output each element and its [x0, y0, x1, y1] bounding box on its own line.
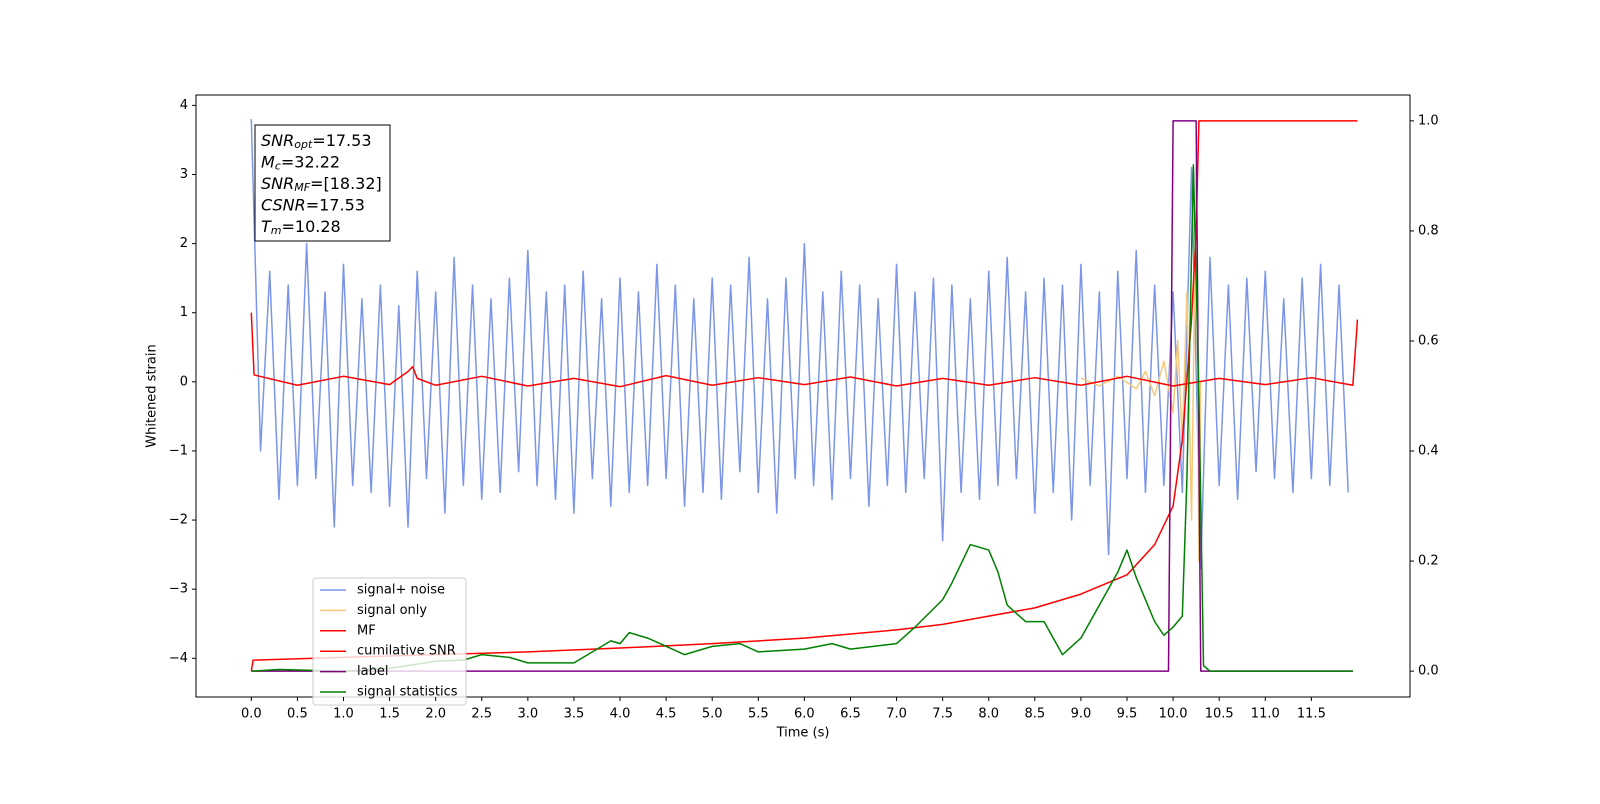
series-line — [251, 164, 1353, 672]
x-tick-label: 1.5 — [379, 707, 400, 722]
annotation-symbol: M — [261, 152, 275, 171]
x-tick-label: 9.0 — [1071, 707, 1092, 722]
annotation-subscript: m — [271, 224, 282, 237]
x-tick-label: 5.5 — [748, 707, 769, 722]
y-tick-label: 3 — [180, 167, 188, 182]
x-tick-label: 4.5 — [656, 707, 677, 722]
annotation-value: =[18.32] — [310, 174, 382, 193]
y2-tick-label: 0.2 — [1418, 554, 1439, 569]
x-tick-label: 2.5 — [471, 707, 492, 722]
legend-label: signal+ noise — [357, 583, 445, 598]
x-tick-label: 4.0 — [610, 707, 631, 722]
y-tick-label: −1 — [169, 443, 188, 458]
y2-tick-label: 0.4 — [1418, 444, 1439, 459]
x-axis-label: Time (s) — [776, 726, 830, 741]
annotation-symbol: SNR — [261, 174, 294, 193]
annotation-text: CSNR=17.53 — [261, 195, 365, 214]
x-tick-label: 6.5 — [840, 707, 861, 722]
annotation-symbol: SNR — [261, 131, 294, 150]
x-tick-label: 3.5 — [564, 707, 585, 722]
series-line — [250, 312, 1359, 388]
x-tick-label: 7.5 — [932, 707, 953, 722]
x-tick-label: 10.5 — [1205, 707, 1234, 722]
plot-frame — [195, 94, 1411, 698]
y2-tick-label: 1.0 — [1418, 113, 1439, 128]
legend-label: signal only — [357, 603, 427, 618]
annotation-text: Tm=10.28 — [261, 217, 341, 238]
legend-frame — [312, 577, 467, 706]
y-tick-label: −2 — [169, 513, 188, 528]
series-line — [1080, 166, 1202, 563]
annotation-value: =32.22 — [281, 152, 340, 171]
legend-label: cumilative SNR — [357, 644, 456, 659]
x-tick-label: 1.0 — [333, 707, 354, 722]
y2-tick-label: 0.0 — [1418, 664, 1439, 679]
annotation-symbol: CSNR — [261, 195, 306, 214]
y-tick-label: −3 — [169, 582, 188, 597]
series-line — [250, 119, 1349, 570]
annotation-subscript: MF — [294, 181, 310, 194]
legend-label: MF — [357, 623, 376, 638]
annotation-value: =17.53 — [306, 195, 365, 214]
legend: signal+ noise signal only MF cumilative SNR… — [312, 577, 467, 706]
x-tick-label: 8.5 — [1024, 707, 1045, 722]
annotation-subscript: c — [275, 160, 281, 173]
y-tick-label: −4 — [169, 651, 188, 666]
y-tick-label: 0 — [180, 374, 188, 389]
annotation-box: SNRopt=17.53Mc=32.22SNRMF=[18.32]CSNR=17… — [254, 124, 391, 242]
annotation-value: =10.28 — [282, 217, 341, 236]
x-tick-label: 6.0 — [794, 707, 815, 722]
x-tick-label: 7.0 — [886, 707, 907, 722]
y-axis-label: Whitened strain — [145, 344, 160, 447]
annotation-subscript: opt — [294, 138, 313, 151]
y2-tick-label: 0.8 — [1418, 223, 1439, 238]
annotation-text: SNRMF=[18.32] — [261, 174, 382, 195]
y2-tick-label: 0.6 — [1418, 333, 1439, 348]
legend-label: signal statistics — [357, 685, 458, 700]
x-tick-label: 2.0 — [425, 707, 446, 722]
annotation-value: =17.53 — [312, 131, 371, 150]
annotation-frame — [254, 124, 391, 242]
x-tick-label: 11.5 — [1297, 707, 1326, 722]
x-tick-label: 0.5 — [287, 707, 308, 722]
x-tick-label: 5.0 — [702, 707, 723, 722]
x-tick-label: 3.0 — [518, 707, 539, 722]
annotation-text: Mc=32.22 — [261, 152, 340, 173]
x-tick-label: 0.0 — [241, 707, 262, 722]
y-tick-label: 1 — [180, 305, 188, 320]
x-tick-label: 10.0 — [1159, 707, 1188, 722]
x-tick-label: 11.0 — [1251, 707, 1280, 722]
legend-label: label — [357, 664, 388, 679]
x-tick-label: 8.0 — [978, 707, 999, 722]
y-tick-label: 2 — [180, 236, 188, 251]
annotation-symbol: T — [261, 217, 272, 236]
x-tick-label: 9.5 — [1117, 707, 1138, 722]
y-tick-label: 4 — [180, 98, 188, 113]
annotation-text: SNRopt=17.53 — [261, 131, 372, 152]
